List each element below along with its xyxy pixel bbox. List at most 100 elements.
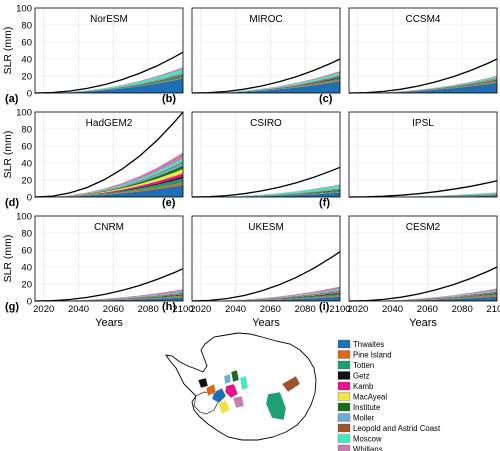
area-pine-island [35, 296, 183, 301]
total-slr-line [34, 268, 184, 302]
y-tick-label: 80 [21, 229, 32, 240]
panel-background [349, 216, 497, 301]
y-tick-label: 100 [16, 4, 32, 15]
total-slr-line [348, 58, 498, 94]
area-thwaites [35, 297, 183, 301]
legend-swatch [337, 402, 351, 412]
panel-frame [191, 7, 341, 94]
panel-letter: (c) [319, 93, 333, 105]
panel-title: HadGEM2 [86, 118, 133, 129]
x-tick-label: 2060 [417, 304, 438, 315]
panel-ukesm: UKESM (h) 2020 2040 2060 2080 2100 Years [162, 215, 351, 329]
panel-title: UKESM [248, 222, 284, 233]
area-totten [35, 178, 183, 197]
panel-letter: (d) [5, 197, 19, 209]
legend-item: Getz [337, 371, 370, 381]
legend-label: Pine Island [353, 351, 392, 360]
legend-swatch [337, 413, 351, 422]
area-thwaites [192, 296, 340, 301]
total-slr-line [34, 111, 184, 198]
total-slr-line [34, 51, 184, 94]
x-tick-label: 2060 [260, 304, 281, 315]
panel-frame [191, 111, 341, 198]
panel-letter: (h) [162, 301, 176, 313]
y-tick-label: 40 [21, 159, 32, 170]
legend-item: Institute [337, 402, 380, 412]
legend-label: Totten [353, 361, 374, 370]
legend-label: Getz [353, 372, 370, 381]
panel-title: CESM2 [406, 222, 441, 233]
legend-swatch [337, 392, 351, 401]
x-tick-label: 2020 [190, 304, 211, 315]
y-tick-label: 100 [16, 108, 32, 119]
x-tick-label: 2080 [138, 304, 159, 315]
panel-frame [191, 215, 341, 302]
basin-whillans [232, 395, 245, 409]
panel-frame [348, 215, 498, 302]
panel-title: CSIRO [250, 118, 282, 129]
x-tick-label: 2060 [103, 304, 124, 315]
x-tick-label: 2040 [68, 304, 89, 315]
panel-letter: (a) [5, 93, 19, 105]
panel-title: CNRM [94, 222, 124, 233]
legend-swatch [337, 434, 351, 443]
panel-title: MIROC [249, 14, 282, 25]
area-pine-island [192, 192, 340, 197]
panel-letter: (i) [319, 301, 330, 313]
legend-item: Moller [337, 413, 375, 423]
legend-label: Moller [353, 414, 375, 423]
legend-label: Moscow [353, 435, 382, 444]
legend-item: MacAyeal [337, 392, 387, 402]
area-thwaites [35, 185, 183, 197]
y-tick-label: 20 [21, 72, 32, 83]
area-totten [35, 75, 183, 93]
legend-item: Totten [337, 360, 374, 370]
area-whillans [192, 286, 340, 301]
panel-csiro: CSIRO (e) [162, 111, 341, 209]
area-thwaites [349, 296, 497, 301]
area-totten [192, 190, 340, 197]
y-tick-label: 0 [27, 193, 32, 204]
basin-kamb [224, 383, 239, 399]
panel-frame [34, 111, 184, 198]
basin-macayeal [217, 399, 231, 415]
area-thwaites [349, 82, 497, 93]
basin-leopold-and-astrid-coast [281, 375, 301, 393]
legend-label: Leopold and Astrid Coast [353, 424, 441, 433]
area-kamb [192, 292, 340, 301]
panel-letter: (b) [162, 93, 176, 105]
panel-frame [348, 7, 498, 94]
total-slr-line [191, 166, 341, 198]
y-tick-label: 100 [16, 212, 32, 223]
panel-cesm2: CESM2 (i) 2020 2040 2060 2080 2100 Years [319, 215, 500, 329]
panel-background [192, 112, 340, 197]
legend-swatch [337, 371, 351, 380]
area-pine-island [349, 81, 497, 93]
panel-hadgem2: HadGEM2 (d) 0 20 40 60 80 100 SLR (mm) [2, 108, 184, 209]
y-tick-label: 0 [27, 297, 32, 308]
legend-label: Kamb [353, 382, 374, 391]
y-axis-label: SLR (mm) [2, 131, 14, 179]
y-tick-label: 60 [21, 38, 32, 49]
panel-letter: (e) [162, 197, 176, 209]
x-tick-label: 2100 [172, 304, 193, 315]
x-tick-label: 2080 [452, 304, 473, 315]
legend-item: Kamb [337, 381, 374, 391]
area-whillans [349, 288, 497, 301]
area-macayeal [35, 168, 183, 197]
panel-background [192, 216, 340, 301]
y-tick-label: 40 [21, 263, 32, 274]
panel-background [35, 216, 183, 301]
panel-background [349, 112, 497, 197]
basin-getz [197, 377, 209, 389]
y-tick-label: 20 [21, 176, 32, 187]
area-pine-island [35, 182, 183, 197]
y-tick-label: 80 [21, 125, 32, 136]
legend-item: Pine Island [337, 350, 392, 360]
area-institute [35, 165, 183, 197]
panel-letter: (g) [5, 301, 19, 313]
panel-title: CCSM4 [405, 14, 440, 25]
